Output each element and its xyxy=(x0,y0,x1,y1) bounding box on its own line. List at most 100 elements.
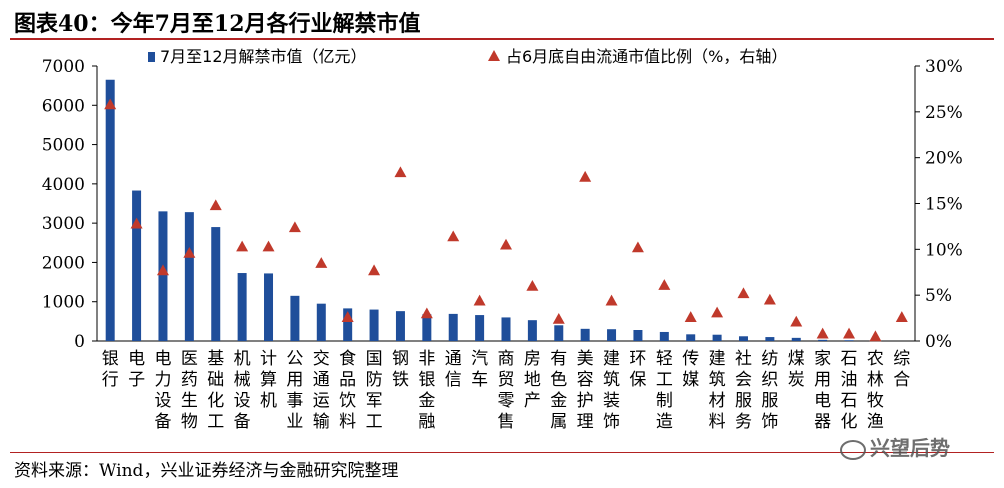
category-label: 计算机 xyxy=(260,349,277,411)
bar xyxy=(448,313,458,341)
category-label: 有色金属 xyxy=(550,349,567,432)
ratio-marker xyxy=(816,327,829,339)
ratio-marker xyxy=(711,306,724,318)
ratio-marker xyxy=(737,287,750,299)
ratio-marker xyxy=(341,311,354,322)
watermark-logo: 兴望后势 xyxy=(840,432,950,461)
category-label: 家用电器 xyxy=(814,349,831,432)
category-label: 环保 xyxy=(629,349,646,390)
bar xyxy=(184,212,194,341)
bar xyxy=(580,328,590,341)
ratio-marker xyxy=(658,279,671,290)
category-label: 商贸零售 xyxy=(498,349,515,432)
bar xyxy=(475,315,485,341)
y-tick-label: 7000 xyxy=(42,57,85,77)
bar xyxy=(395,311,405,341)
category-label: 基础化工 xyxy=(207,349,224,432)
ratio-marker xyxy=(368,264,381,276)
ratio-marker xyxy=(130,217,143,229)
bar xyxy=(765,337,775,341)
ratio-marker xyxy=(684,311,697,322)
ratio-marker xyxy=(236,240,249,252)
y-tick-label: 3000 xyxy=(42,214,85,234)
legend-marker-label: 占6月底自由流通市值比例（%，右轴） xyxy=(506,47,787,66)
category-label: 食品饮料 xyxy=(339,349,356,432)
wechat-icon xyxy=(840,439,866,460)
category-label: 国防军工 xyxy=(366,349,383,432)
bar xyxy=(290,295,300,341)
category-label: 石油石化 xyxy=(841,349,858,432)
bar xyxy=(607,329,617,341)
bar xyxy=(659,331,669,341)
bar xyxy=(738,336,748,341)
y-tick-label: 5000 xyxy=(42,136,85,156)
y2-tick-label: 20% xyxy=(925,149,963,169)
category-label: 农林牧渔 xyxy=(867,349,884,432)
watermark-text: 兴望后势 xyxy=(870,436,950,460)
ratio-marker xyxy=(526,280,539,291)
ratio-marker xyxy=(500,238,512,250)
category-label: 汽车 xyxy=(471,349,488,390)
bar xyxy=(844,340,854,341)
legend-bar-label: 7月至12月解禁市值（亿元） xyxy=(160,47,367,66)
category-label: 综合 xyxy=(893,349,910,390)
y2-tick-label: 30% xyxy=(925,57,963,77)
category-label: 煤炭 xyxy=(788,349,805,390)
ratio-marker xyxy=(843,327,856,339)
category-label: 钢铁 xyxy=(392,349,409,390)
bar xyxy=(422,314,432,341)
ratio-marker xyxy=(473,294,486,306)
bar xyxy=(712,334,722,341)
bar xyxy=(369,309,379,341)
ratio-marker xyxy=(104,98,117,110)
category-label: 电子 xyxy=(128,349,145,390)
category-label: 通信 xyxy=(445,349,462,390)
bar xyxy=(686,334,696,341)
ratio-marker xyxy=(315,257,328,268)
category-label: 传媒 xyxy=(682,349,699,390)
ratio-marker xyxy=(394,166,407,178)
ratio-marker xyxy=(895,311,908,322)
bar xyxy=(158,211,168,341)
ratio-marker xyxy=(631,241,644,253)
category-label: 医药生物 xyxy=(181,349,198,432)
bar xyxy=(343,308,353,341)
category-label: 机械设备 xyxy=(234,349,251,432)
legend-marker-swatch xyxy=(488,50,500,61)
bar xyxy=(316,303,326,341)
y-tick-label: 1000 xyxy=(42,293,85,313)
category-label: 社会服务 xyxy=(735,349,752,432)
ratio-marker xyxy=(552,313,565,324)
bar xyxy=(527,320,537,341)
ratio-marker xyxy=(420,307,433,319)
bar xyxy=(633,330,643,341)
source-divider xyxy=(10,452,994,453)
bar xyxy=(818,339,828,341)
ratio-marker xyxy=(262,240,275,252)
category-label: 公用事业 xyxy=(286,349,303,432)
category-label: 轻工制造 xyxy=(656,349,673,432)
y2-tick-label: 0% xyxy=(925,332,952,352)
ratio-marker xyxy=(288,221,301,233)
category-label: 房地产 xyxy=(524,349,541,411)
y-tick-label: 0 xyxy=(74,332,85,352)
legend-bar-swatch xyxy=(148,52,155,62)
category-label: 交通运输 xyxy=(313,349,330,432)
bar xyxy=(237,273,247,341)
ratio-marker xyxy=(209,199,222,211)
bar xyxy=(554,325,564,341)
y2-tick-label: 15% xyxy=(925,195,963,215)
ratio-marker xyxy=(579,170,592,182)
bar xyxy=(105,79,115,341)
source-note: 资料来源：Wind，兴业证券经济与金融研究院整理 xyxy=(14,461,399,481)
category-label: 电力设备 xyxy=(154,349,171,432)
bar xyxy=(264,273,274,341)
ratio-marker xyxy=(869,330,882,342)
category-label: 银行 xyxy=(102,349,119,390)
y2-tick-label: 5% xyxy=(925,286,952,306)
ratio-marker xyxy=(156,264,169,276)
y-tick-label: 4000 xyxy=(42,175,85,195)
ratio-marker xyxy=(447,230,460,242)
chart-title: 图表40：今年7月至12月各行业解禁市值 xyxy=(14,11,421,37)
bar xyxy=(791,337,801,341)
